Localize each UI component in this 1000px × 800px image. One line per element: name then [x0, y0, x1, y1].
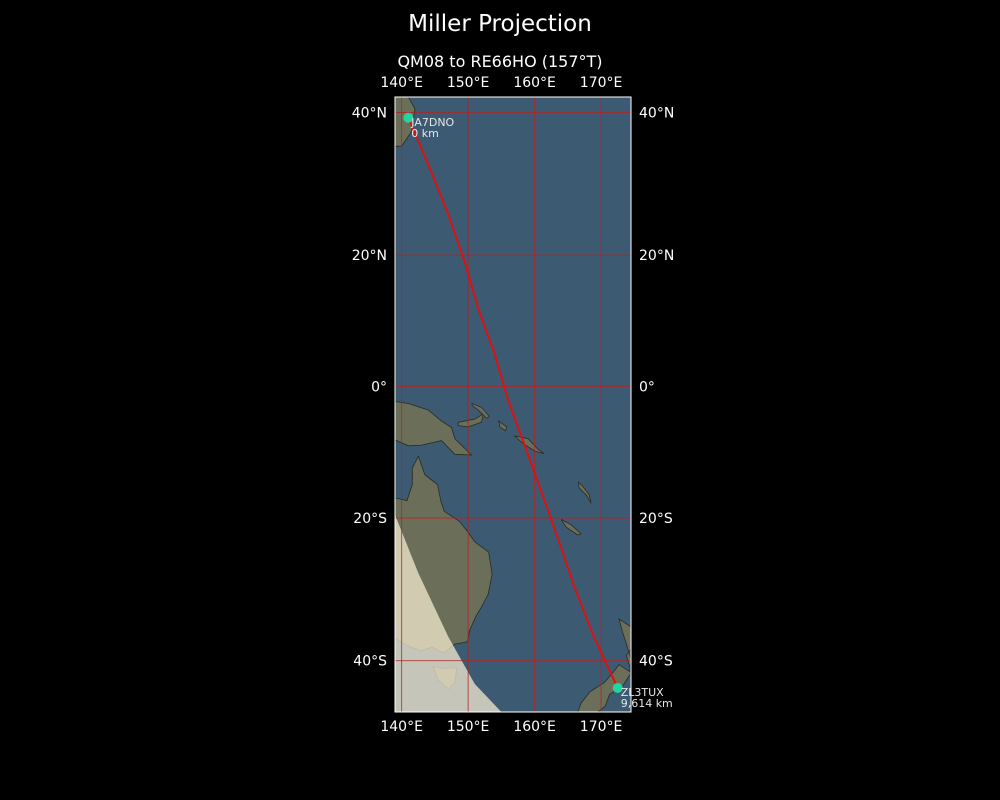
daylight-layer: [395, 514, 502, 712]
lon-tick-label-bottom: 140°E: [380, 719, 423, 735]
path-layer: [407, 117, 619, 689]
landmass-new-ireland: [471, 402, 490, 419]
lat-tick-label-left: 40°S: [353, 654, 387, 670]
lon-tick-label-top: 150°E: [447, 75, 490, 91]
lat-tick-label-right: 0°: [639, 380, 655, 396]
map-frame: [394, 96, 632, 713]
lat-tick-label-left: 40°N: [352, 105, 387, 121]
landmass-new-zealand-south: [577, 664, 631, 712]
lon-tick-label-bottom: 160°E: [513, 719, 556, 735]
lat-tick-label-left: 20°S: [353, 511, 387, 527]
station-distance: 9,614 km: [621, 697, 673, 710]
lat-tick-label-left: 20°N: [352, 248, 387, 264]
lat-tick-label-left: 0°: [371, 380, 387, 396]
landmass-bougainville: [498, 420, 508, 432]
landmass-new-britain: [457, 412, 485, 428]
landmass-new-zealand-north: [618, 617, 631, 673]
lat-tick-label-right: 40°N: [639, 105, 674, 121]
station-marker: [403, 112, 414, 123]
station-marker: [612, 682, 623, 693]
chart-title: Miller Projection: [408, 11, 592, 37]
lat-tick-label-right: 20°N: [639, 248, 674, 264]
lon-tick-label-top: 160°E: [513, 75, 556, 91]
map-content: [395, 97, 631, 712]
station-distance: 0 km: [411, 127, 439, 140]
graticule: [395, 97, 631, 712]
daylight-region: [395, 514, 502, 712]
station-callsign: JA7DNO: [410, 116, 454, 129]
landmass-vanuatu: [577, 480, 592, 504]
chart-subtitle: QM08 to RE66HO (157°T): [397, 52, 603, 71]
lat-tick-label-right: 40°S: [639, 654, 673, 670]
landmass-new-guinea: [395, 401, 473, 456]
lon-tick-label-top: 170°E: [580, 75, 623, 91]
lon-tick-label-top: 140°E: [380, 75, 423, 91]
landmass-japan: [395, 97, 416, 147]
great-circle-path: [407, 117, 619, 689]
lon-tick-label-bottom: 150°E: [447, 719, 490, 735]
lat-tick-label-right: 20°S: [639, 511, 673, 527]
tick-layer: 140°E 140°E 150°E 150°E 160°E 160°E 170°E 170°E…: [352, 75, 675, 735]
lon-tick-label-bottom: 170°E: [580, 719, 623, 735]
station-callsign: ZL3TUX: [621, 686, 664, 699]
landmass-new-caledonia: [560, 519, 582, 536]
